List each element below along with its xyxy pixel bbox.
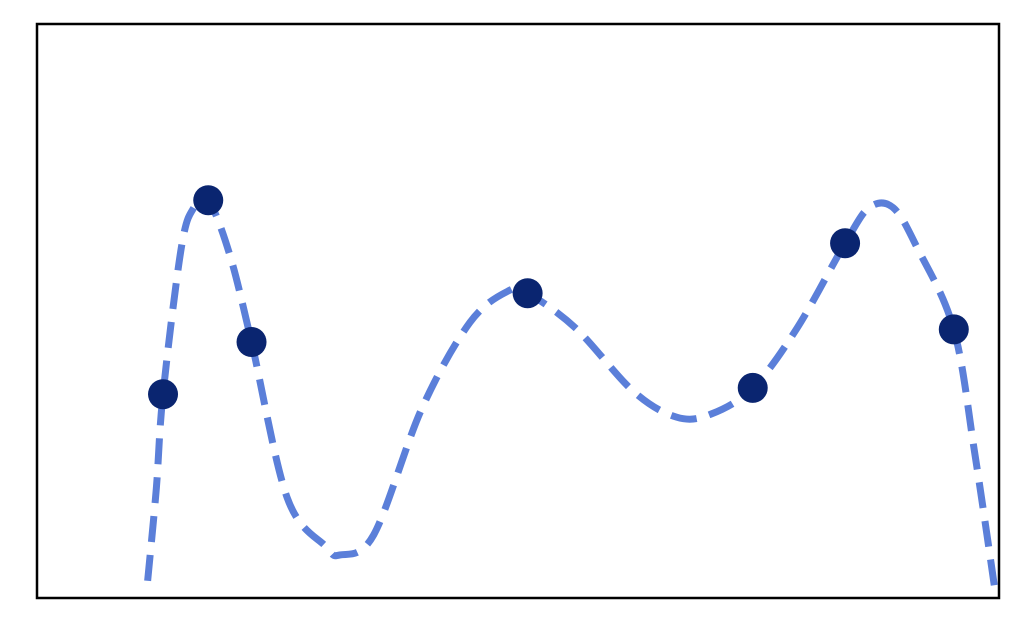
curve-layer: [144, 193, 1000, 599]
data-point: [512, 278, 543, 309]
data-point: [830, 228, 861, 259]
data-point: [938, 314, 969, 345]
data-point: [236, 327, 267, 357]
plot-area: [35, 22, 1001, 600]
data-point: [737, 372, 768, 403]
points-layer: [148, 185, 969, 410]
data-point: [148, 379, 179, 410]
data-point: [193, 185, 224, 216]
fit-curve-line: [144, 193, 1000, 599]
